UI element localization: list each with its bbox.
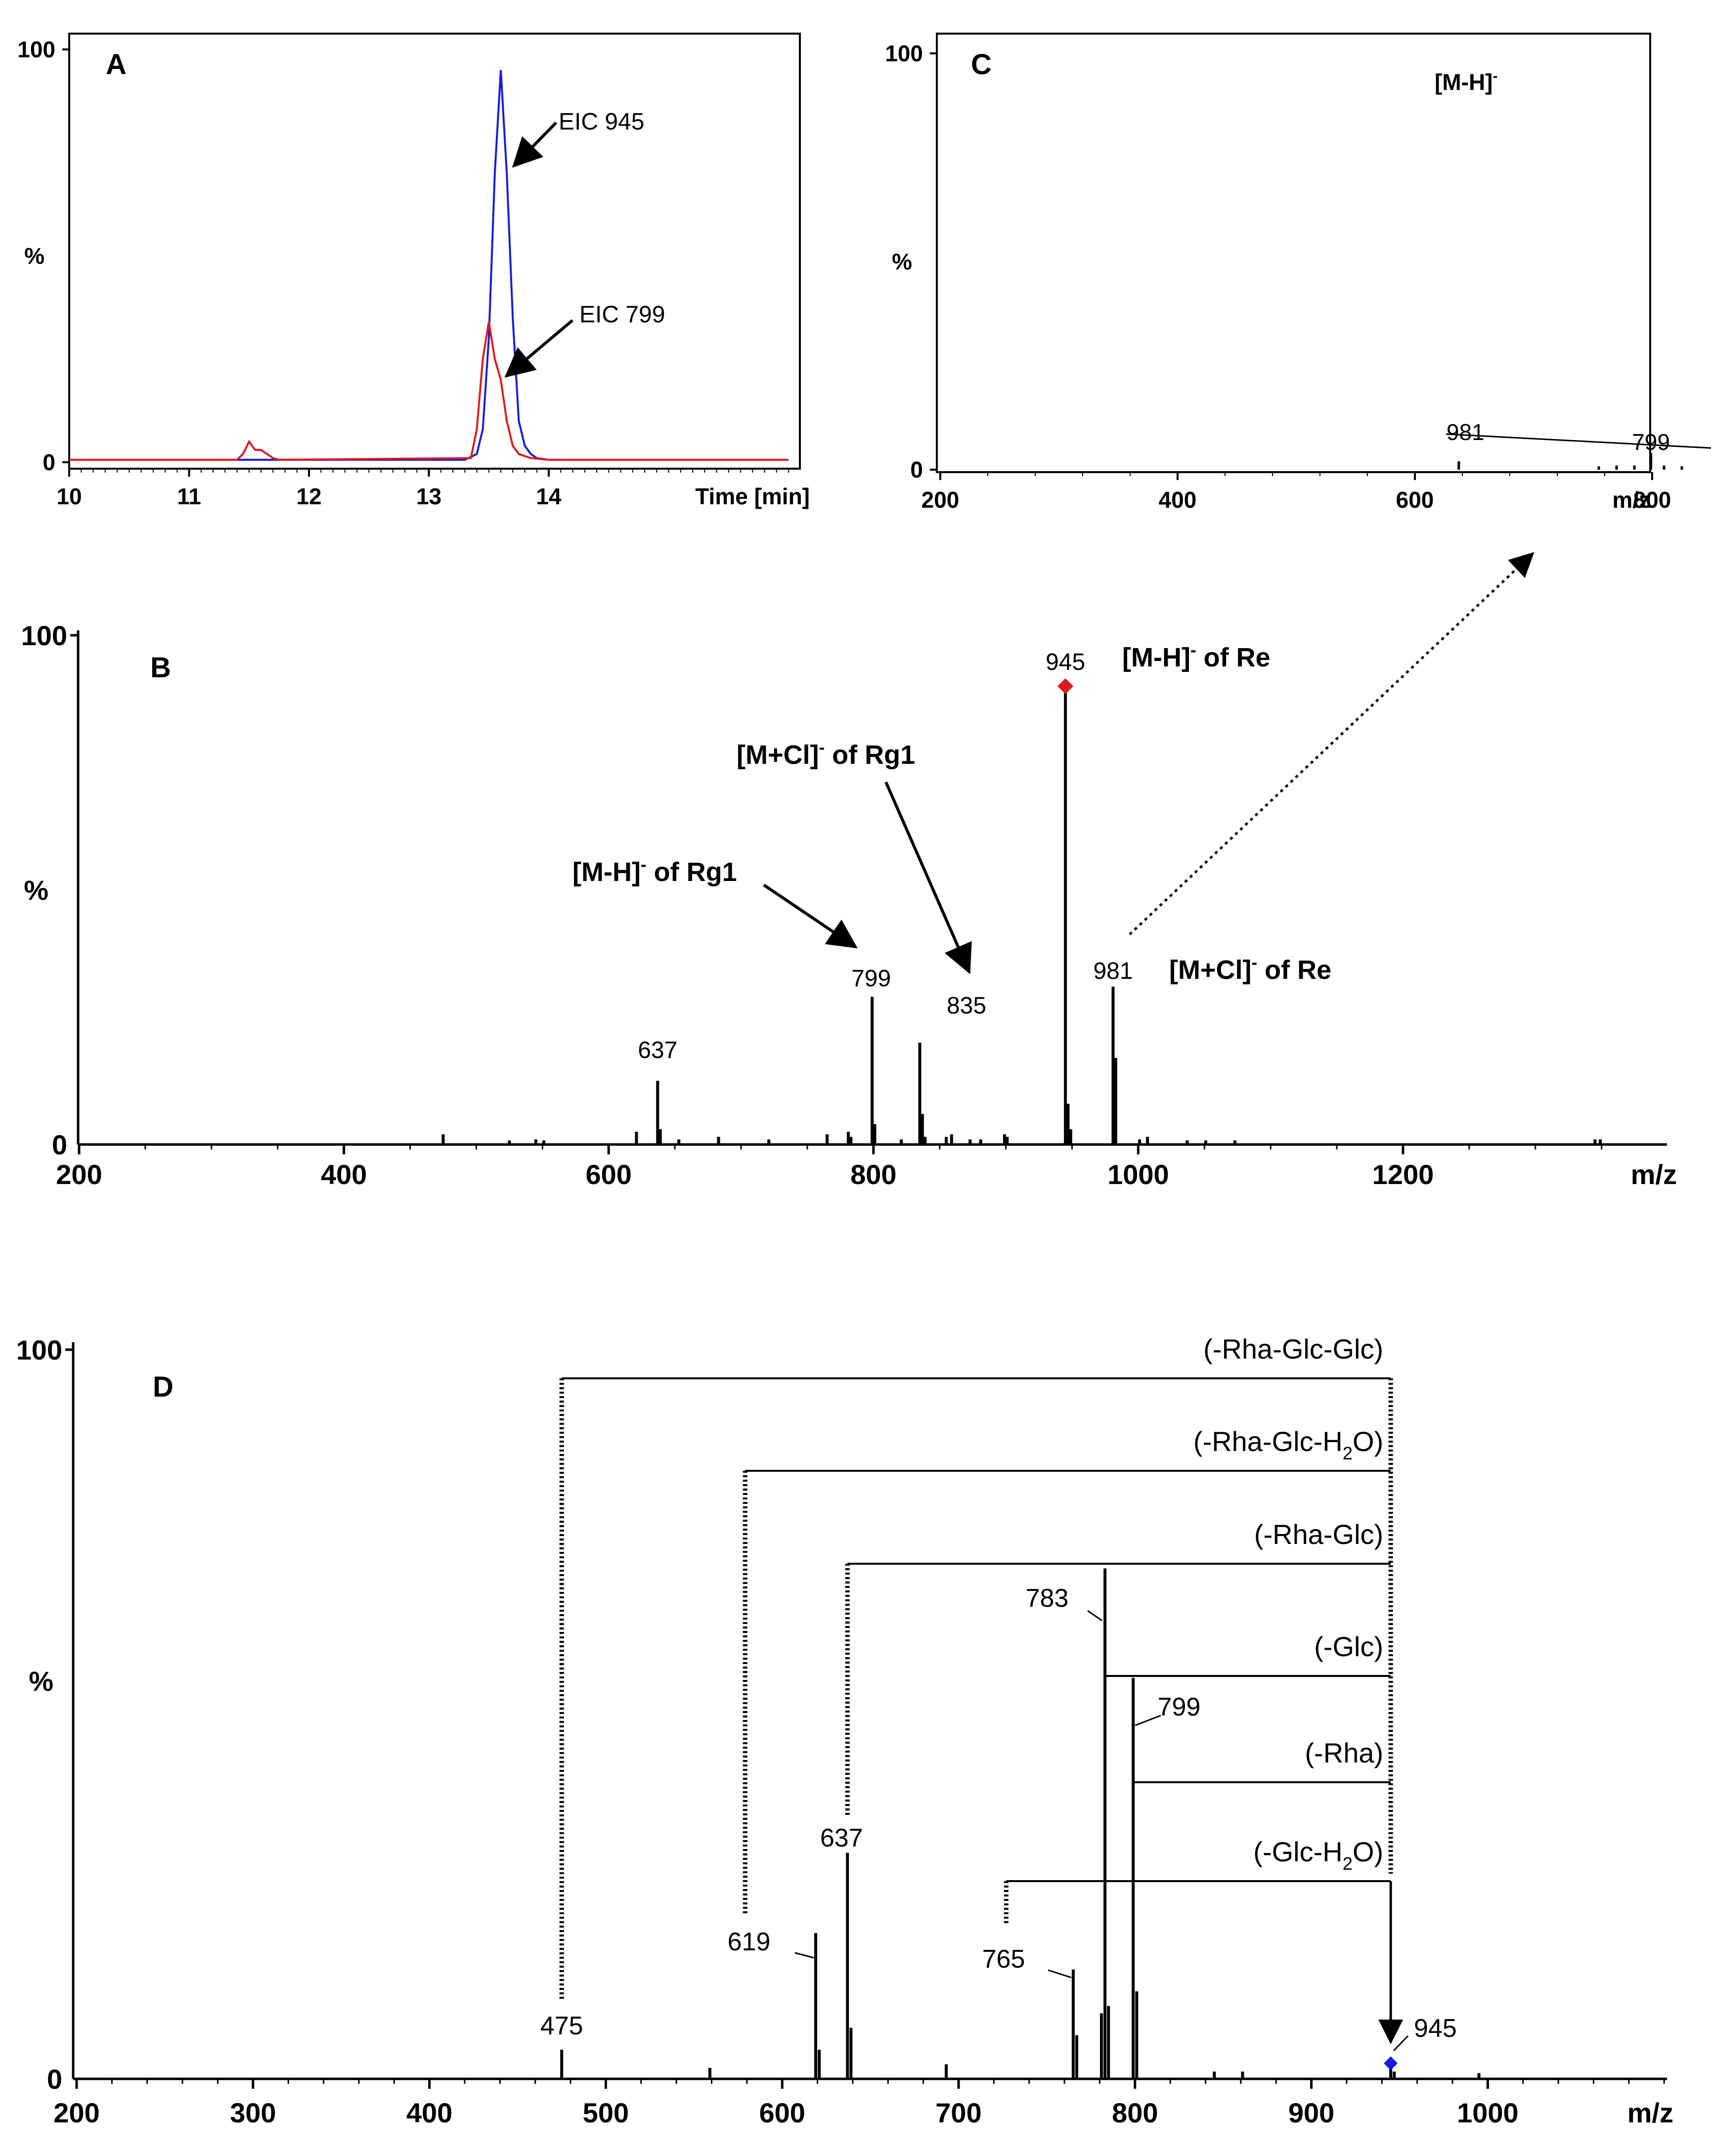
peak-label-leader — [794, 1952, 814, 1959]
x-tick-label: 300 — [230, 2097, 276, 2128]
panel-a-eic-chromatogram: 0% 100 10 11 12 13 14 Time [min] A EIC 945 EIC 799 — [17, 33, 810, 509]
panel-d-msms-spectrum: 0% 100 200 300 400 500 600 700 800 900 1000 m/z D 475… — [16, 1333, 1673, 2128]
panel-c-ms-spectrum: 0%10020040060080010001200m/zC945799981[M… — [885, 33, 1711, 513]
peak-label-799: 799 — [1632, 429, 1670, 455]
y-tick-label-0: 0 — [43, 449, 55, 475]
x-tick-label: 200 — [56, 1159, 102, 1190]
x-axis-label: m/z — [1612, 487, 1650, 513]
y-tick-label-0: 0 — [52, 1129, 67, 1160]
x-tick-label: 1000 — [1107, 1159, 1169, 1190]
x-tick-label: 500 — [583, 2097, 629, 2128]
eic-945-annotation: EIC 945 — [559, 109, 644, 135]
panel-c-frame — [936, 33, 1651, 473]
x-axis-label: m/z — [1627, 2097, 1673, 2128]
x-tick-label: 200 — [53, 2097, 99, 2128]
annotation-mcl-rg1: [M+Cl]- of Rg1 — [737, 738, 915, 770]
peak-label-799: 799 — [1158, 1693, 1201, 1721]
panel-label: D — [153, 1371, 174, 1403]
panel-label: C — [971, 48, 992, 81]
peak-label-981: 981 — [1093, 958, 1133, 984]
peak-label-leader — [1087, 1610, 1102, 1622]
peak-label-637: 637 — [820, 1824, 863, 1852]
annotation-mh-rg1: [M-H]- of Rg1 — [572, 855, 737, 887]
x-tick-label: 600 — [1396, 487, 1434, 513]
x-tick-label: 400 — [321, 1159, 367, 1190]
x-tick-label: 12 — [296, 484, 321, 509]
peak-label-981: 981 — [1447, 419, 1485, 445]
precursor-marker — [1057, 678, 1074, 694]
eic-945-arrow — [512, 121, 558, 168]
x-tick-label: 800 — [1112, 2097, 1158, 2128]
peak-label-981-leader — [1446, 433, 1711, 449]
peak-label-475: 475 — [540, 2012, 583, 2040]
x-tick-label: 400 — [1159, 487, 1197, 513]
y-axis-label: % — [892, 249, 912, 274]
eic-799-arrow — [504, 319, 573, 378]
y-axis-label: % — [24, 243, 44, 269]
annotation-mcl-re: [M+Cl]- of Re — [1169, 953, 1331, 985]
x-tick-label: 14 — [536, 484, 562, 509]
y-tick-label-100: 100 — [17, 37, 55, 62]
peak-label-783: 783 — [1026, 1584, 1069, 1613]
y-tick-label-100: 100 — [885, 41, 923, 66]
panel-b-ms-spectrum: 0% 100 200 400 600 800 1000 1200 m/z B 637 799 835 94… — [21, 620, 1677, 1190]
x-tick-label: 800 — [850, 1159, 896, 1190]
loss-label: (-Rha-Glc-Glc) — [1203, 1333, 1383, 1364]
peak-label-leader — [1135, 1715, 1161, 1726]
series-line-eic-945 — [69, 70, 789, 461]
eic-799-annotation: EIC 799 — [579, 302, 665, 328]
arrow-to-799 — [763, 883, 858, 949]
y-axis-label: % — [24, 875, 48, 906]
x-tick-label: 600 — [759, 2097, 805, 2128]
loss-label: (-Rha) — [1305, 1737, 1383, 1768]
peak-label-765: 765 — [982, 1945, 1025, 1974]
x-axis-label: Time [min] — [695, 484, 810, 509]
y-tick-label-100: 100 — [16, 1334, 62, 1365]
series-line-eic-799 — [69, 321, 789, 461]
x-axis-label: m/z — [1631, 1159, 1677, 1190]
x-tick-label: 1000 — [1457, 2097, 1519, 2128]
cross-panel-annotations — [1129, 552, 1535, 935]
peak-label-619: 619 — [728, 1928, 771, 1956]
x-tick-label: 800 — [1633, 487, 1671, 513]
peak-label-945: 945 — [1414, 2014, 1457, 2043]
y-tick-label-0: 0 — [910, 457, 923, 483]
dotted-arrow-981-to-panel-c — [1129, 552, 1535, 935]
x-tick-label: 1200 — [1372, 1159, 1434, 1190]
x-tick-label: 200 — [921, 487, 960, 513]
loss-label: (-Glc-H2O) — [1253, 1836, 1383, 1874]
loss-label: (-Glc) — [1314, 1631, 1383, 1662]
x-tick-label: 400 — [406, 2097, 452, 2128]
panel-a-frame — [68, 33, 801, 470]
peak-label-835: 835 — [947, 993, 986, 1019]
annotation-mh-re: [M-H]- of Re — [1122, 640, 1271, 672]
precursor-marker — [1384, 2056, 1398, 2070]
peak-label-637: 637 — [638, 1037, 677, 1063]
x-tick-label: 10 — [56, 484, 82, 509]
x-tick-label: 700 — [935, 2097, 981, 2128]
loss-label: (-Rha-Glc-H2O) — [1193, 1426, 1383, 1463]
loss-label: (-Rha-Glc) — [1254, 1519, 1383, 1550]
annotation-mh: [M-H]- — [1435, 68, 1497, 95]
y-tick-label-100: 100 — [21, 620, 67, 651]
x-tick-label: 13 — [416, 484, 441, 509]
peak-label-leader — [1048, 1969, 1072, 1979]
y-tick-label-0: 0 — [47, 2064, 62, 2095]
x-tick-label: 600 — [585, 1159, 631, 1190]
x-tick-label: 11 — [177, 484, 201, 509]
peak-label-945: 945 — [1046, 649, 1085, 675]
panel-label: B — [150, 652, 171, 684]
arrow-to-835 — [884, 781, 972, 974]
y-axis-label: % — [29, 1666, 53, 1697]
x-tick-label: 900 — [1288, 2097, 1334, 2128]
panel-label: A — [106, 48, 127, 81]
peak-label-799: 799 — [851, 966, 891, 992]
